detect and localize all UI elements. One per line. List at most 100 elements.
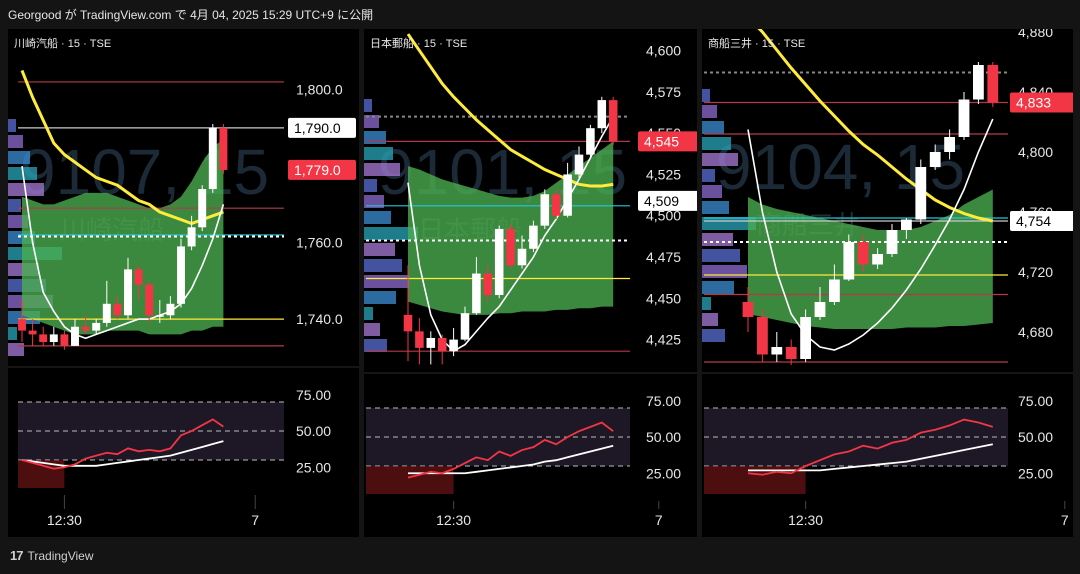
candle-body [437, 337, 447, 352]
candle-body [39, 334, 48, 343]
time-tick-label: 12:30 [436, 512, 471, 528]
candle-body [81, 326, 90, 331]
candle-body [517, 248, 527, 266]
volume-profile-bar [702, 169, 715, 182]
candle-body [449, 339, 458, 352]
candle-body [872, 254, 883, 265]
candle-body [403, 314, 413, 332]
price-badge [1010, 211, 1073, 231]
candle-body [187, 227, 196, 247]
price-tick-label: 4,575 [646, 84, 681, 100]
volume-profile-bar [8, 343, 24, 356]
candle-body [742, 302, 754, 317]
volume-profile-bar [364, 339, 387, 352]
fast-ma-line [747, 118, 994, 351]
volume-profile-bar [702, 297, 711, 310]
price-tick-label: 4,475 [646, 249, 681, 265]
panel-title: 日本郵船 · 15 · TSE [370, 38, 468, 50]
chart-panel-mol[interactable]: 商船三井 · 15 · TSE 9104, 15商船三井4,8804,8404,… [702, 29, 1073, 537]
volume-profile-bar [364, 211, 391, 224]
volume-profile-bar [364, 275, 409, 288]
candle-body [483, 273, 493, 296]
candle-body [814, 302, 826, 317]
candle-body [757, 317, 768, 355]
candle-body [426, 337, 436, 348]
rsi-ma-line [748, 443, 993, 472]
rsi-tick-label: 25.00 [646, 465, 681, 481]
volume-profile-bar [702, 89, 710, 102]
candle-body [124, 269, 132, 316]
panel-title: 川崎汽船 · 15 · TSE [14, 38, 112, 50]
chart-svg[interactable]: 9101, 15日本郵船4,6004,5754,5504,5254,5004,4… [364, 29, 697, 537]
price-tick-label: 4,525 [646, 166, 681, 182]
footer: 17 TradingView [10, 548, 94, 563]
volume-profile-bar [364, 115, 379, 128]
chart-panel-kawasaki[interactable]: 川崎汽船 · 15 · TSE 9107, 15川崎汽船1,800.01,760… [8, 29, 359, 537]
price-badge-label: 4,833 [1016, 95, 1051, 111]
time-tick-label: 7 [655, 512, 663, 528]
rsi-tick-label: 75.00 [1018, 393, 1053, 409]
volume-profile-bar [364, 291, 396, 304]
price-badge-label: 4,509 [644, 193, 679, 209]
price-badge-label: 4,754 [1016, 213, 1051, 229]
candle-body [415, 331, 424, 348]
volume-profile-bar [364, 179, 377, 192]
candle-body [472, 273, 481, 314]
price-tick-label: 4,600 [646, 43, 681, 59]
time-tick-label: 7 [251, 512, 259, 528]
candle-body [886, 230, 898, 254]
candle-body [987, 65, 999, 103]
ema-line [757, 29, 994, 223]
candle-body [219, 127, 228, 170]
candle-body [771, 347, 783, 355]
candle-body [597, 100, 607, 129]
volume-profile-bar [702, 313, 718, 326]
candle-body [551, 194, 561, 216]
price-badge [1010, 92, 1073, 113]
rsi-line [407, 421, 614, 479]
candle-body [494, 228, 504, 296]
volume-profile-bar [702, 105, 717, 118]
chart-panel-nyk[interactable]: 日本郵船 · 15 · TSE 9101, 15日本郵船4,6004,5754,… [364, 29, 697, 537]
candle-body [529, 225, 538, 249]
volume-profile-bar [364, 307, 373, 320]
volume-profile-bar [702, 217, 756, 230]
price-tick-label: 4,500 [646, 208, 681, 224]
candle-body [608, 100, 618, 142]
volume-profile-bar [364, 243, 395, 256]
volume-profile-bar [702, 137, 731, 150]
candle-body [540, 194, 550, 226]
candle-body [857, 242, 869, 265]
rsi-tick-label: 50.00 [296, 423, 331, 439]
rsi-tick-label: 50.00 [1018, 429, 1053, 445]
candle-body [166, 303, 175, 316]
price-badge-label: 4,545 [644, 133, 679, 149]
candle-body [829, 279, 840, 302]
price-badge [638, 190, 697, 211]
volume-profile-bar [364, 163, 400, 176]
volume-profile-bar [8, 151, 30, 164]
chart-svg[interactable]: 9104, 15商船三井4,8804,8404,8004,7604,7204,6… [702, 29, 1073, 537]
volume-profile-bar [702, 185, 722, 198]
candle-body [155, 315, 164, 317]
candle-body [113, 303, 122, 316]
rsi-tick-label: 75.00 [646, 393, 681, 409]
volume-profile-bar [8, 199, 21, 212]
rsi-tick-label: 50.00 [646, 429, 681, 445]
rsi-line [747, 418, 994, 476]
candle-body [460, 313, 470, 340]
price-badge [638, 131, 697, 152]
price-badge-label: 1,779.0 [294, 162, 341, 178]
candle-body [915, 167, 927, 220]
candle-body [574, 154, 584, 175]
candle-body [92, 322, 101, 331]
price-tick-label: 4,425 [646, 332, 681, 348]
candle-body [145, 284, 154, 316]
candle-body [28, 330, 37, 335]
rsi-line [21, 418, 224, 470]
candle-body [102, 303, 111, 323]
rsi-oversold-fill [366, 466, 454, 494]
time-tick-label: 12:30 [47, 512, 82, 528]
ema-line [406, 33, 614, 188]
chart-svg[interactable]: 9107, 15川崎汽船1,800.01,760.01,740.01,790.0… [8, 29, 359, 537]
